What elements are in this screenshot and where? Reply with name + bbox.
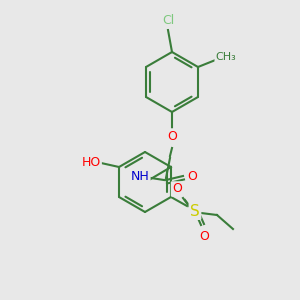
Text: O: O (187, 170, 197, 184)
Text: O: O (199, 230, 209, 244)
Text: HO: HO (81, 155, 101, 169)
Text: S: S (190, 203, 200, 218)
Text: Cl: Cl (162, 14, 174, 28)
Text: O: O (167, 130, 177, 142)
Text: O: O (172, 182, 182, 196)
Text: NH: NH (130, 170, 149, 184)
Text: CH₃: CH₃ (216, 52, 236, 62)
